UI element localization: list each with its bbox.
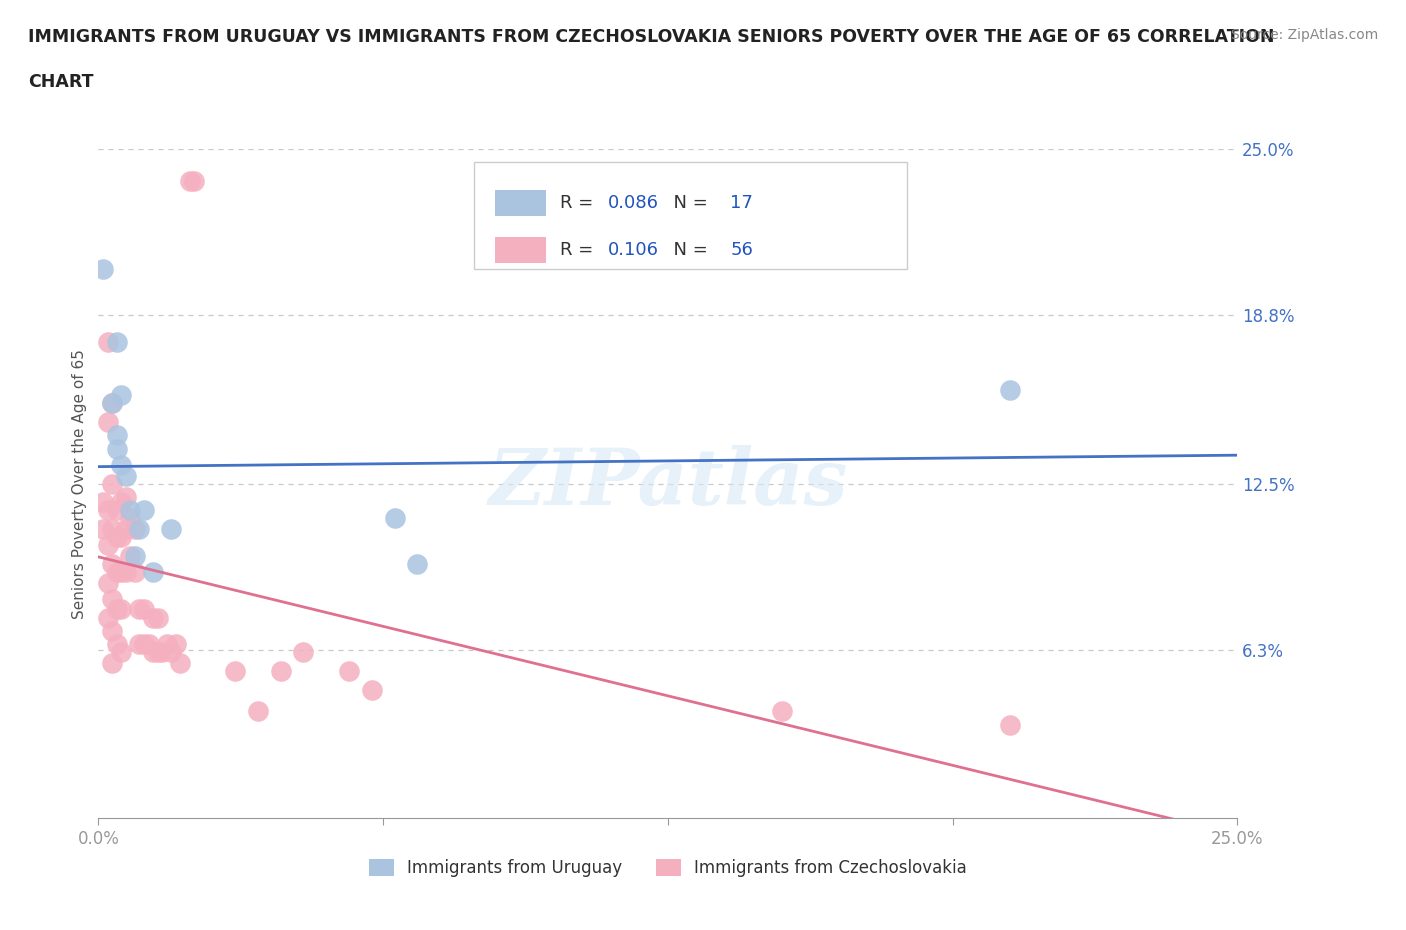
Point — [120, 549, 142, 564]
Point — [160, 522, 183, 537]
Point — [96, 538, 118, 552]
Point — [142, 565, 165, 579]
Text: 56: 56 — [731, 241, 754, 259]
Point — [101, 623, 124, 638]
Point — [128, 522, 150, 537]
Point — [101, 522, 124, 537]
Text: IMMIGRANTS FROM URUGUAY VS IMMIGRANTS FROM CZECHOSLOVAKIA SENIORS POVERTY OVER T: IMMIGRANTS FROM URUGUAY VS IMMIGRANTS FR… — [28, 28, 1275, 46]
Point — [110, 565, 132, 579]
Point — [110, 602, 132, 617]
Text: ZIPatlas: ZIPatlas — [488, 445, 848, 522]
Point — [292, 644, 315, 659]
Point — [124, 565, 146, 579]
Point — [770, 704, 793, 719]
Point — [105, 530, 128, 545]
Point — [337, 664, 360, 679]
Point — [114, 565, 136, 579]
Point — [124, 522, 146, 537]
Point — [101, 656, 124, 671]
Point — [124, 549, 146, 564]
FancyBboxPatch shape — [474, 162, 907, 270]
Point — [91, 495, 114, 510]
FancyBboxPatch shape — [495, 190, 546, 216]
Point — [160, 644, 183, 659]
FancyBboxPatch shape — [495, 237, 546, 263]
Point — [110, 458, 132, 472]
Point — [91, 262, 114, 277]
Point — [105, 503, 128, 518]
Text: R =: R = — [560, 241, 599, 259]
Text: CHART: CHART — [28, 73, 94, 90]
Point — [183, 174, 205, 189]
Point — [105, 602, 128, 617]
Point — [142, 644, 165, 659]
Point — [146, 610, 169, 625]
Point — [169, 656, 191, 671]
Point — [132, 637, 155, 652]
Text: 17: 17 — [731, 193, 754, 212]
Point — [91, 522, 114, 537]
Point — [998, 717, 1021, 732]
Point — [132, 503, 155, 518]
Text: 0.106: 0.106 — [607, 241, 658, 259]
Point — [270, 664, 292, 679]
Point — [110, 495, 132, 510]
Text: N =: N = — [662, 193, 714, 212]
Point — [150, 644, 173, 659]
Point — [224, 664, 246, 679]
Point — [998, 382, 1021, 397]
Point — [179, 174, 201, 189]
Point — [114, 489, 136, 504]
Text: 0.086: 0.086 — [607, 193, 658, 212]
Point — [105, 442, 128, 457]
Point — [138, 637, 160, 652]
Point — [96, 334, 118, 349]
Point — [96, 610, 118, 625]
Point — [105, 637, 128, 652]
Point — [110, 388, 132, 403]
Point — [146, 644, 169, 659]
Point — [101, 591, 124, 606]
Point — [101, 556, 124, 571]
Legend: Immigrants from Uruguay, Immigrants from Czechoslovakia: Immigrants from Uruguay, Immigrants from… — [363, 852, 973, 883]
Point — [128, 602, 150, 617]
Point — [406, 556, 429, 571]
Point — [128, 637, 150, 652]
Point — [110, 530, 132, 545]
Point — [105, 565, 128, 579]
Point — [246, 704, 269, 719]
Point — [114, 522, 136, 537]
Point — [120, 511, 142, 525]
Point — [101, 396, 124, 411]
Text: N =: N = — [662, 241, 714, 259]
Point — [132, 602, 155, 617]
Point — [96, 415, 118, 430]
Point — [105, 334, 128, 349]
Point — [110, 644, 132, 659]
Text: Source: ZipAtlas.com: Source: ZipAtlas.com — [1230, 28, 1378, 42]
Point — [142, 610, 165, 625]
Y-axis label: Seniors Poverty Over the Age of 65: Seniors Poverty Over the Age of 65 — [72, 349, 87, 618]
Point — [384, 511, 406, 525]
Point — [101, 396, 124, 411]
Point — [156, 637, 179, 652]
Point — [96, 503, 118, 518]
Point — [360, 683, 382, 698]
Point — [105, 428, 128, 443]
Point — [114, 468, 136, 483]
Point — [101, 476, 124, 491]
Point — [96, 576, 118, 591]
Point — [120, 503, 142, 518]
Text: R =: R = — [560, 193, 599, 212]
Point — [165, 637, 187, 652]
